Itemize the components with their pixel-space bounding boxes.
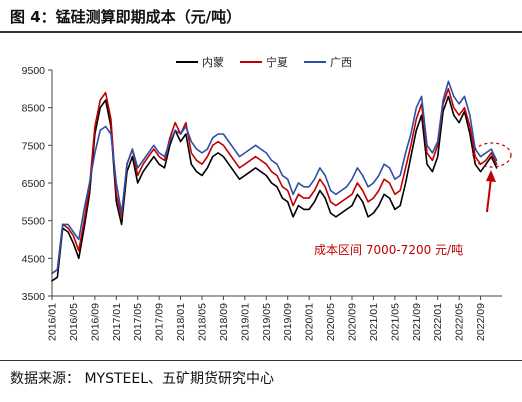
- chart-axes: [51, 70, 502, 297]
- annotation-arrow: [486, 177, 492, 213]
- x-tick-label: 2018/09: [218, 303, 230, 341]
- x-tick-label: 2019/01: [239, 303, 251, 341]
- x-tick-label: 2019/05: [261, 303, 273, 341]
- chart-annotations: 成本区间 7000-7200 元/吨: [314, 142, 512, 257]
- legend-label: 宁夏: [266, 55, 288, 69]
- annotation-arrow-head: [486, 170, 496, 182]
- source-note: 数据来源： MYSTEEL、五矿期货研究中心: [10, 371, 275, 387]
- x-tick-label: 2021/05: [389, 303, 401, 341]
- title-divider: [0, 31, 522, 33]
- y-tick-label: 7500: [22, 140, 46, 152]
- legend-label: 内蒙: [202, 55, 224, 69]
- x-tick-label: 2018/01: [175, 303, 187, 341]
- page-title: 图 4：锰硅测算即期成本（元/吨）: [10, 8, 242, 26]
- legend-label: 广西: [330, 56, 352, 69]
- x-tick-label: 2022/05: [454, 303, 466, 341]
- chart-lines: [51, 80, 498, 282]
- x-tick-label: 2018/05: [197, 303, 209, 341]
- y-tick-label: 6500: [22, 178, 46, 190]
- chart-svg: 3500 4500 5500 6500 7500 8500 9500 2016/01 2016/…: [22, 55, 512, 341]
- annotation-ellipse: [472, 142, 512, 168]
- chart-legend: 内蒙 宁夏 广西: [176, 55, 352, 69]
- x-tick-label: 2016/01: [47, 303, 59, 341]
- x-tick-label: 2022/01: [432, 303, 444, 341]
- x-tick-label: 2019/09: [282, 303, 294, 341]
- x-tick-label: 2020/05: [325, 303, 337, 341]
- x-tick-label: 2022/09: [475, 303, 487, 341]
- x-tick-label: 2021/01: [368, 303, 380, 341]
- x-tick-label: 2021/09: [411, 303, 423, 341]
- x-tick-label: 2020/01: [304, 303, 316, 341]
- x-tick-label: 2017/01: [111, 303, 123, 341]
- series-line-2: [51, 80, 498, 275]
- x-tick-label: 2020/09: [347, 303, 359, 341]
- y-tick-label: 9500: [22, 65, 46, 77]
- y-tick-label: 3500: [22, 291, 46, 303]
- y-tick-label: 8500: [22, 103, 46, 115]
- x-tick-label: 2016/09: [89, 303, 101, 341]
- footer-divider: [0, 360, 522, 361]
- annotation-text: 成本区间 7000-7200 元/吨: [314, 243, 463, 257]
- x-tick-label: 2017/09: [154, 303, 166, 341]
- y-tick-label: 4500: [22, 253, 46, 265]
- y-tick-label: 5500: [22, 216, 46, 228]
- chart-ticks: 3500 4500 5500 6500 7500 8500 9500 2016/01 2016/…: [22, 65, 487, 341]
- x-tick-label: 2017/05: [132, 303, 144, 341]
- x-tick-label: 2016/05: [68, 303, 80, 341]
